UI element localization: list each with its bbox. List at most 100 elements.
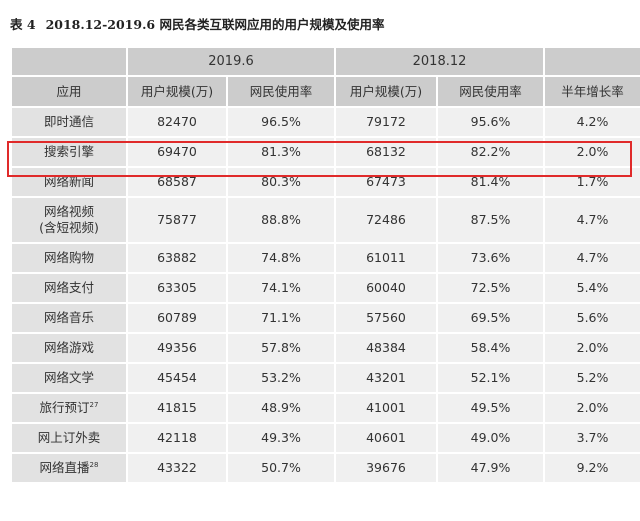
header-app: 应用 bbox=[12, 77, 126, 106]
users-2018-12-cell: 60040 bbox=[336, 274, 436, 302]
table-row: 旅行预订27 41815 48.9% 41001 49.5% 2.0% bbox=[12, 394, 640, 422]
table-row: 网上订外卖 42118 49.3% 40601 49.0% 3.7% bbox=[12, 424, 640, 452]
table-row: 搜索引擎 69470 81.3% 68132 82.2% 2.0% bbox=[12, 138, 640, 166]
app-name-cell: 网络购物 bbox=[12, 244, 126, 272]
usage-table: 2019.6 2018.12 应用 用户规模(万) 网民使用率 用户规模(万) … bbox=[10, 46, 640, 484]
table-number: 表 4 bbox=[10, 17, 36, 32]
table-row: 网络视频 (含短视频) 75877 88.8% 72486 87.5% 4.7% bbox=[12, 198, 640, 242]
table-row: 网络购物 63882 74.8% 61011 73.6% 4.7% bbox=[12, 244, 640, 272]
users-2019-6-cell: 43322 bbox=[128, 454, 226, 482]
rate-2019-6-cell: 57.8% bbox=[228, 334, 334, 362]
header-users-2018-12: 用户规模(万) bbox=[336, 77, 436, 106]
rate-2018-12-cell: 49.5% bbox=[438, 394, 544, 422]
users-2018-12-cell: 43201 bbox=[336, 364, 436, 392]
rate-2018-12-cell: 69.5% bbox=[438, 304, 544, 332]
users-2018-12-cell: 67473 bbox=[336, 168, 436, 196]
users-2019-6-cell: 82470 bbox=[128, 108, 226, 136]
growth-cell: 1.7% bbox=[545, 168, 640, 196]
rate-2018-12-cell: 58.4% bbox=[438, 334, 544, 362]
rate-2019-6-cell: 81.3% bbox=[228, 138, 334, 166]
rate-2019-6-cell: 48.9% bbox=[228, 394, 334, 422]
header-row-columns: 应用 用户规模(万) 网民使用率 用户规模(万) 网民使用率 半年增长率 bbox=[12, 77, 640, 106]
rate-2019-6-cell: 74.1% bbox=[228, 274, 334, 302]
header-row-periods: 2019.6 2018.12 bbox=[12, 48, 640, 75]
rate-2018-12-cell: 52.1% bbox=[438, 364, 544, 392]
users-2018-12-cell: 40601 bbox=[336, 424, 436, 452]
growth-cell: 2.0% bbox=[545, 394, 640, 422]
table-row: 网络音乐 60789 71.1% 57560 69.5% 5.6% bbox=[12, 304, 640, 332]
app-name-cell: 网络游戏 bbox=[12, 334, 126, 362]
app-name-cell: 网络新闻 bbox=[12, 168, 126, 196]
users-2019-6-cell: 45454 bbox=[128, 364, 226, 392]
rate-2019-6-cell: 88.8% bbox=[228, 198, 334, 242]
users-2019-6-cell: 63305 bbox=[128, 274, 226, 302]
rate-2019-6-cell: 71.1% bbox=[228, 304, 334, 332]
users-2018-12-cell: 61011 bbox=[336, 244, 436, 272]
growth-cell: 5.4% bbox=[545, 274, 640, 302]
users-2018-12-cell: 79172 bbox=[336, 108, 436, 136]
table-row: 网络直播28 43322 50.7% 39676 47.9% 9.2% bbox=[12, 454, 640, 482]
table-row: 网络支付 63305 74.1% 60040 72.5% 5.4% bbox=[12, 274, 640, 302]
growth-cell: 3.7% bbox=[545, 424, 640, 452]
table-caption: 表 4 2018.12-2019.6 网民各类互联网应用的用户规模及使用率 bbox=[10, 14, 384, 33]
users-2019-6-cell: 41815 bbox=[128, 394, 226, 422]
header-rate-2019-6: 网民使用率 bbox=[228, 77, 334, 106]
app-name-cell: 网络视频 (含短视频) bbox=[12, 198, 126, 242]
users-2019-6-cell: 75877 bbox=[128, 198, 226, 242]
rate-2019-6-cell: 53.2% bbox=[228, 364, 334, 392]
footnote-ref: 28 bbox=[89, 460, 99, 469]
rate-2018-12-cell: 73.6% bbox=[438, 244, 544, 272]
table-row: 网络文学 45454 53.2% 43201 52.1% 5.2% bbox=[12, 364, 640, 392]
rate-2018-12-cell: 95.6% bbox=[438, 108, 544, 136]
app-name-cell: 即时通信 bbox=[12, 108, 126, 136]
table-row: 网络游戏 49356 57.8% 48384 58.4% 2.0% bbox=[12, 334, 640, 362]
header-blank-cell bbox=[12, 48, 126, 75]
growth-cell: 4.7% bbox=[545, 198, 640, 242]
header-growth: 半年增长率 bbox=[545, 77, 640, 106]
table-title: 2018.12-2019.6 网民各类互联网应用的用户规模及使用率 bbox=[45, 17, 385, 32]
rate-2018-12-cell: 87.5% bbox=[438, 198, 544, 242]
app-name-cell: 网络支付 bbox=[12, 274, 126, 302]
table-row: 即时通信 82470 96.5% 79172 95.6% 4.2% bbox=[12, 108, 640, 136]
users-2018-12-cell: 72486 bbox=[336, 198, 436, 242]
footnote-ref: 27 bbox=[89, 400, 99, 409]
users-2019-6-cell: 63882 bbox=[128, 244, 226, 272]
app-name-cell: 网络直播28 bbox=[12, 454, 126, 482]
users-2019-6-cell: 60789 bbox=[128, 304, 226, 332]
rate-2018-12-cell: 81.4% bbox=[438, 168, 544, 196]
users-2019-6-cell: 68587 bbox=[128, 168, 226, 196]
app-name-cell: 网络文学 bbox=[12, 364, 126, 392]
app-name-cell: 旅行预订27 bbox=[12, 394, 126, 422]
rate-2019-6-cell: 80.3% bbox=[228, 168, 334, 196]
users-2018-12-cell: 48384 bbox=[336, 334, 436, 362]
rate-2019-6-cell: 49.3% bbox=[228, 424, 334, 452]
header-period-2018-12: 2018.12 bbox=[336, 48, 544, 75]
rate-2019-6-cell: 96.5% bbox=[228, 108, 334, 136]
users-2018-12-cell: 57560 bbox=[336, 304, 436, 332]
growth-cell: 5.2% bbox=[545, 364, 640, 392]
users-2018-12-cell: 41001 bbox=[336, 394, 436, 422]
rate-2018-12-cell: 72.5% bbox=[438, 274, 544, 302]
growth-cell: 4.7% bbox=[545, 244, 640, 272]
app-name-cell: 搜索引擎 bbox=[12, 138, 126, 166]
app-name-cell: 网络音乐 bbox=[12, 304, 126, 332]
header-blank-cell bbox=[545, 48, 640, 75]
growth-cell: 2.0% bbox=[545, 138, 640, 166]
rate-2019-6-cell: 50.7% bbox=[228, 454, 334, 482]
rate-2018-12-cell: 49.0% bbox=[438, 424, 544, 452]
header-period-2019-6: 2019.6 bbox=[128, 48, 334, 75]
rate-2019-6-cell: 74.8% bbox=[228, 244, 334, 272]
growth-cell: 5.6% bbox=[545, 304, 640, 332]
growth-cell: 4.2% bbox=[545, 108, 640, 136]
header-rate-2018-12: 网民使用率 bbox=[438, 77, 544, 106]
users-2018-12-cell: 68132 bbox=[336, 138, 436, 166]
users-2018-12-cell: 39676 bbox=[336, 454, 436, 482]
header-users-2019-6: 用户规模(万) bbox=[128, 77, 226, 106]
users-2019-6-cell: 69470 bbox=[128, 138, 226, 166]
growth-cell: 9.2% bbox=[545, 454, 640, 482]
users-2019-6-cell: 42118 bbox=[128, 424, 226, 452]
rate-2018-12-cell: 82.2% bbox=[438, 138, 544, 166]
users-2019-6-cell: 49356 bbox=[128, 334, 226, 362]
growth-cell: 2.0% bbox=[545, 334, 640, 362]
table-row: 网络新闻 68587 80.3% 67473 81.4% 1.7% bbox=[12, 168, 640, 196]
